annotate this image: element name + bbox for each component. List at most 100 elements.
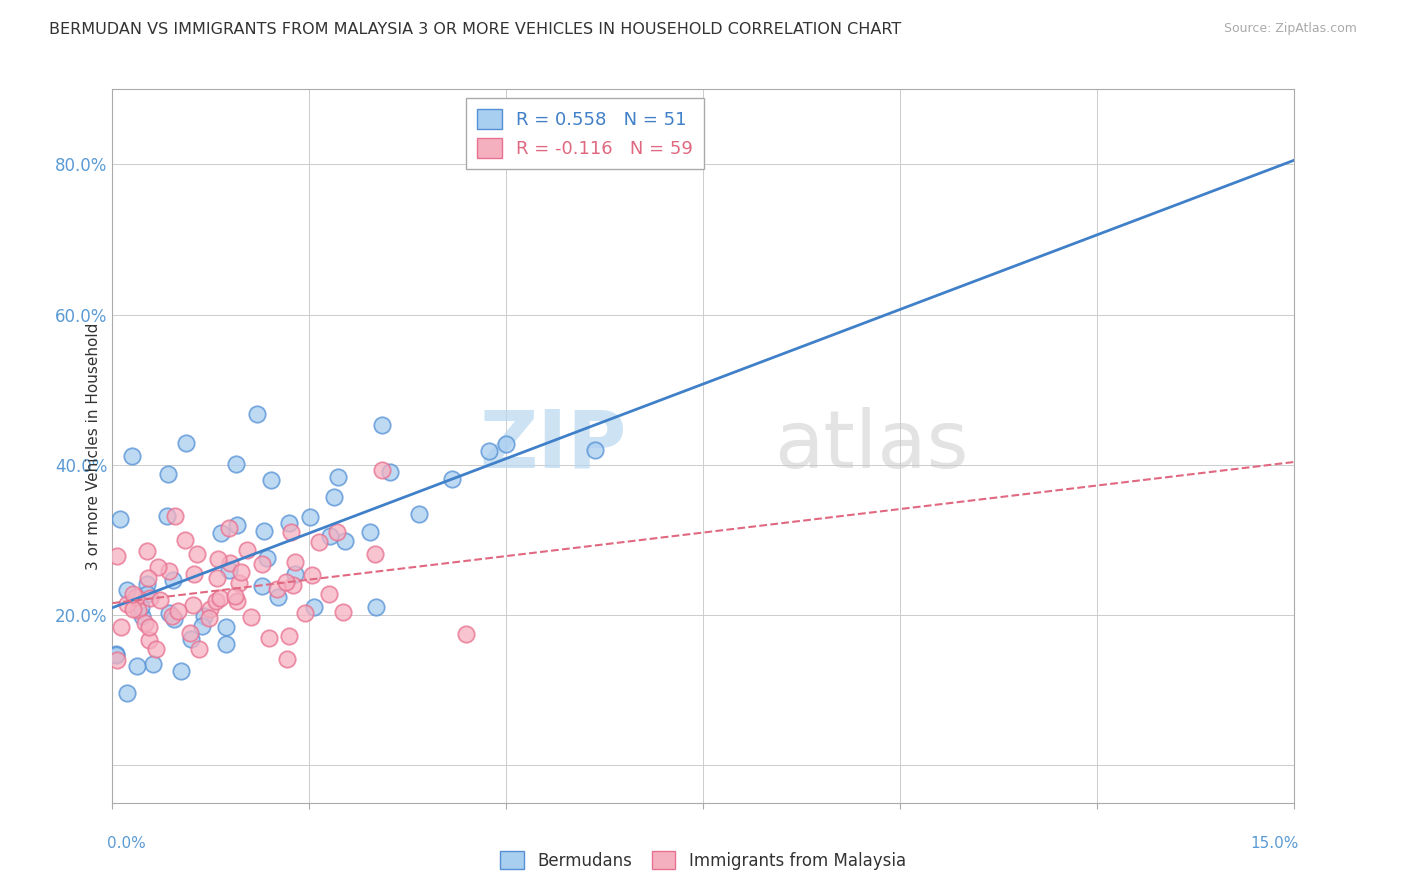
Point: [277, 629, 299, 643]
Point: [259, 473, 281, 487]
Point: [146, 559, 169, 574]
Point: [105, 653, 128, 667]
Text: BERMUDAN VS IMMIGRANTS FROM MALAYSIA 3 OR MORE VEHICLES IN HOUSEHOLD CORRELATION: BERMUDAN VS IMMIGRANTS FROM MALAYSIA 3 O…: [49, 22, 901, 37]
Point: [276, 651, 298, 665]
Point: [193, 609, 215, 624]
Point: [125, 659, 148, 673]
Point: [131, 609, 153, 624]
Point: [160, 609, 183, 624]
Point: [224, 589, 246, 603]
Point: [121, 449, 143, 463]
Point: [121, 586, 143, 600]
Point: [197, 611, 219, 625]
Point: [250, 579, 273, 593]
Point: [125, 590, 148, 604]
Point: [225, 594, 247, 608]
Point: [145, 641, 167, 656]
Text: ZIP: ZIP: [479, 407, 626, 485]
Point: [294, 606, 316, 620]
Point: [226, 517, 249, 532]
Point: [108, 512, 131, 526]
Point: [215, 637, 238, 651]
Point: [231, 566, 253, 580]
Point: [308, 535, 330, 549]
Point: [174, 435, 197, 450]
Point: [105, 648, 128, 662]
Point: [278, 516, 301, 530]
Point: [198, 602, 221, 616]
Point: [218, 563, 240, 577]
Point: [364, 547, 387, 561]
Point: [214, 620, 236, 634]
Point: [157, 606, 180, 620]
Point: [209, 591, 232, 605]
Point: [129, 599, 152, 614]
Point: [225, 457, 247, 471]
Y-axis label: 3 or more Vehicles in Household: 3 or more Vehicles in Household: [86, 322, 101, 570]
Point: [180, 632, 202, 646]
Point: [117, 686, 139, 700]
Point: [319, 529, 342, 543]
Point: [115, 597, 138, 611]
Point: [218, 521, 240, 535]
Point: [219, 556, 242, 570]
Point: [134, 616, 156, 631]
Point: [326, 525, 349, 540]
Point: [157, 564, 180, 578]
Point: [256, 551, 278, 566]
Point: [186, 547, 208, 561]
Point: [179, 626, 201, 640]
Point: [257, 631, 280, 645]
Point: [454, 627, 477, 641]
Point: [162, 573, 184, 587]
Point: [280, 524, 302, 539]
Point: [138, 620, 160, 634]
Text: atlas: atlas: [773, 407, 969, 485]
Point: [284, 555, 307, 569]
Point: [276, 575, 298, 590]
Point: [142, 657, 165, 672]
Point: [207, 571, 229, 585]
Point: [181, 598, 204, 612]
Point: [281, 578, 304, 592]
Point: [122, 601, 145, 615]
Point: [253, 524, 276, 538]
Point: [228, 576, 250, 591]
Point: [440, 472, 463, 486]
Point: [371, 463, 394, 477]
Point: [322, 490, 344, 504]
Point: [302, 599, 325, 614]
Point: [138, 632, 160, 647]
Point: [167, 603, 190, 617]
Point: [156, 467, 179, 481]
Point: [139, 591, 162, 606]
Point: [267, 590, 290, 604]
Point: [115, 582, 138, 597]
Point: [105, 549, 128, 563]
Point: [298, 509, 321, 524]
Point: [333, 533, 356, 548]
Point: [266, 582, 288, 596]
Point: [380, 466, 402, 480]
Point: [136, 587, 159, 601]
Text: Source: ZipAtlas.com: Source: ZipAtlas.com: [1223, 22, 1357, 36]
Point: [136, 577, 159, 591]
Point: [252, 557, 274, 571]
Text: 0.0%: 0.0%: [107, 836, 146, 851]
Point: [246, 407, 269, 421]
Point: [163, 612, 186, 626]
Point: [236, 542, 259, 557]
Point: [332, 605, 354, 619]
Point: [478, 444, 501, 458]
Legend: R = 0.558   N = 51, R = -0.116   N = 59: R = 0.558 N = 51, R = -0.116 N = 59: [465, 98, 704, 169]
Point: [583, 443, 606, 458]
Point: [209, 526, 232, 541]
Point: [207, 552, 229, 566]
Point: [174, 533, 197, 547]
Legend: Bermudans, Immigrants from Malaysia: Bermudans, Immigrants from Malaysia: [494, 845, 912, 877]
Point: [170, 664, 193, 678]
Point: [110, 620, 132, 634]
Point: [318, 587, 340, 601]
Point: [301, 568, 323, 582]
Point: [284, 566, 307, 581]
